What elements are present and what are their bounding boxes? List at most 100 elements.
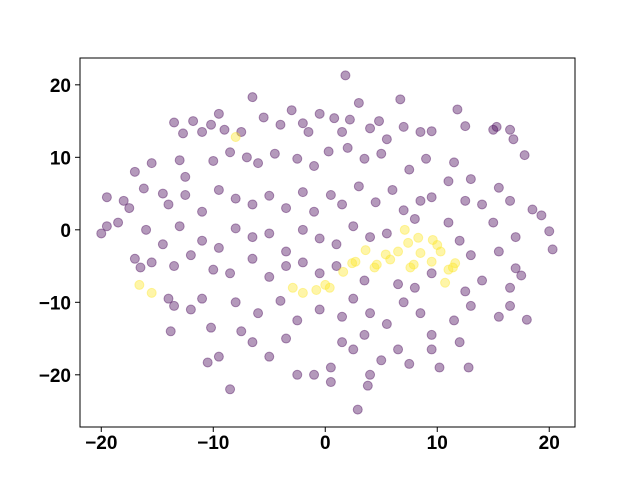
scatter-point — [101, 221, 112, 232]
scatter-point — [337, 311, 348, 322]
scatter-point — [253, 308, 264, 319]
scatter-point — [146, 257, 157, 268]
scatter-point — [230, 132, 241, 143]
scatter-point — [362, 380, 373, 391]
scatter-point — [264, 271, 275, 282]
scatter-point — [454, 337, 465, 348]
scatter-point — [230, 193, 241, 204]
scatter-point — [197, 235, 208, 246]
scatter-point — [359, 275, 370, 286]
scatter-point — [247, 92, 258, 103]
scatter-point — [460, 195, 471, 206]
scatter-point — [230, 223, 241, 234]
scatter-point — [544, 226, 555, 237]
scatter-point — [292, 369, 303, 380]
scatter-point — [443, 217, 454, 228]
scatter-point — [395, 94, 406, 105]
scatter-point — [348, 293, 359, 304]
scatter-point — [370, 197, 381, 208]
scatter-point — [314, 304, 325, 315]
scatter-point — [454, 235, 465, 246]
scatter-point — [264, 228, 275, 239]
scatter-point — [404, 164, 415, 175]
scatter-point — [477, 275, 488, 286]
scatter-point — [219, 124, 230, 135]
scatter-point — [225, 147, 236, 158]
scatter-point — [508, 134, 519, 145]
scatter-point — [338, 266, 349, 277]
x-tick-label: −20 — [85, 433, 117, 454]
scatter-point — [510, 263, 521, 274]
scatter-point — [264, 190, 275, 201]
scatter-point — [398, 297, 409, 308]
scatter-point — [359, 329, 370, 340]
scatter-point — [516, 270, 527, 281]
scatter-point — [180, 171, 191, 182]
scatter-point — [275, 119, 286, 130]
scatter-point — [225, 268, 236, 279]
scatter-point — [180, 190, 191, 201]
scatter-point — [477, 199, 488, 210]
scatter-point — [206, 119, 217, 130]
scatter-point — [134, 279, 145, 290]
scatter-point — [505, 124, 516, 135]
scatter-point — [449, 157, 460, 168]
scatter-point — [510, 232, 521, 243]
scatter-point — [342, 142, 353, 153]
scatter-point — [247, 199, 258, 210]
y-tick-label: 10 — [50, 148, 71, 169]
scatter-point — [465, 300, 476, 311]
scatter-point — [385, 254, 396, 265]
scatter-point — [381, 134, 392, 145]
scatter-point — [426, 126, 437, 137]
scatter-point — [365, 123, 376, 134]
scatter-point — [409, 213, 420, 224]
scatter-point — [292, 315, 303, 326]
scatter-point — [163, 293, 174, 304]
scatter-point — [393, 246, 404, 257]
scatter-point — [331, 239, 342, 250]
scatter-point — [96, 228, 107, 239]
scatter-point — [491, 121, 502, 132]
scatter-point — [281, 261, 292, 272]
scatter-point — [421, 153, 432, 164]
scatter-point — [465, 250, 476, 261]
scatter-point — [398, 121, 409, 132]
scatter-point — [323, 146, 334, 157]
scatter-point — [348, 344, 359, 355]
plot-frame — [79, 57, 576, 428]
scatter-point — [426, 256, 437, 267]
scatter-point — [309, 369, 320, 380]
scatter-point — [337, 337, 348, 348]
scatter-point — [409, 282, 420, 293]
scatter-point — [450, 258, 461, 269]
scatter-point — [297, 224, 308, 235]
scatter-point — [286, 105, 297, 116]
scatter-point — [331, 261, 342, 272]
scatter-point — [521, 314, 532, 325]
scatter-point — [320, 279, 331, 290]
x-tick-label: 10 — [427, 433, 448, 454]
scatter-point — [374, 116, 385, 127]
scatter-point — [247, 253, 258, 264]
scatter-point — [440, 277, 451, 288]
scatter-point — [415, 308, 426, 319]
scatter-point — [269, 148, 280, 159]
scatter-point — [359, 153, 370, 164]
scatter-point — [146, 158, 157, 169]
scatter-point — [352, 404, 363, 415]
scatter-point — [415, 126, 426, 137]
scatter-point — [287, 282, 298, 293]
scatter-point — [188, 116, 199, 127]
scatter-point — [337, 126, 348, 137]
scatter-point — [281, 246, 292, 257]
y-tick-label: 0 — [60, 221, 71, 242]
scatter-point — [399, 224, 410, 235]
scatter-point — [347, 258, 358, 269]
scatter-point — [413, 232, 424, 243]
scatter-point — [393, 344, 404, 355]
scatter-point — [197, 126, 208, 137]
scatter-point — [340, 70, 351, 81]
y-tick-label: −20 — [39, 366, 71, 387]
